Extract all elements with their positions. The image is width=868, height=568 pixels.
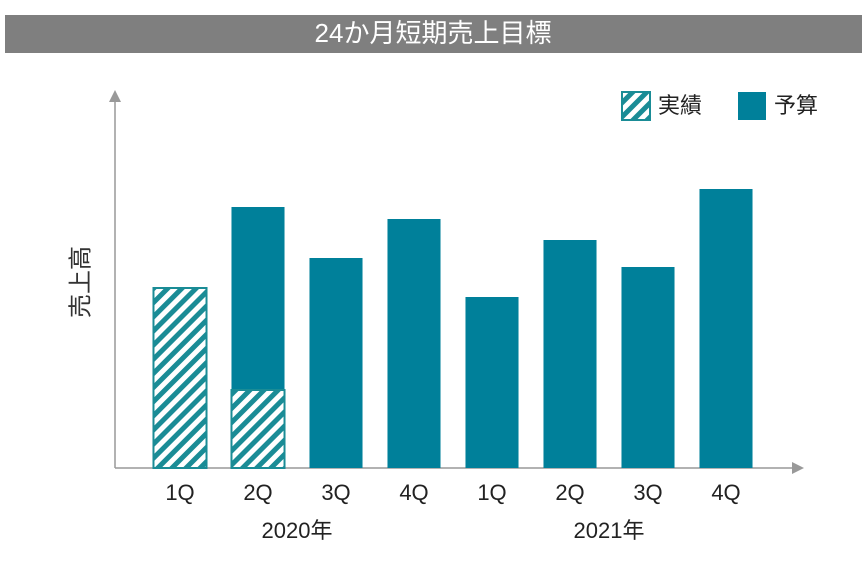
bar [621, 267, 675, 468]
legend-label: 予算 [774, 93, 818, 118]
bar [699, 189, 753, 468]
group-label: 2020年 [262, 518, 333, 543]
chart-title: 24か月短期売上目標 [315, 18, 552, 48]
x-tick-label: 1Q [165, 480, 194, 505]
x-tick-label: 3Q [633, 480, 662, 505]
group-label: 2021年 [574, 518, 645, 543]
bar [387, 219, 441, 468]
bar [543, 240, 597, 468]
x-tick-label: 2Q [555, 480, 584, 505]
x-axis-arrow [792, 462, 804, 474]
x-tick-label: 4Q [399, 480, 428, 505]
legend-swatch [621, 91, 651, 121]
legend-swatch [738, 92, 766, 120]
x-tick-label: 3Q [321, 480, 350, 505]
bar [309, 258, 363, 468]
bar [230, 389, 286, 469]
bar [465, 297, 519, 468]
y-axis-label: 売上高 [67, 246, 94, 318]
x-tick-label: 4Q [711, 480, 740, 505]
y-axis-arrow [109, 90, 121, 102]
bar [152, 287, 208, 469]
legend-label: 実績 [658, 93, 702, 118]
x-tick-label: 1Q [477, 480, 506, 505]
x-tick-label: 2Q [243, 480, 272, 505]
title-bar [5, 15, 862, 53]
